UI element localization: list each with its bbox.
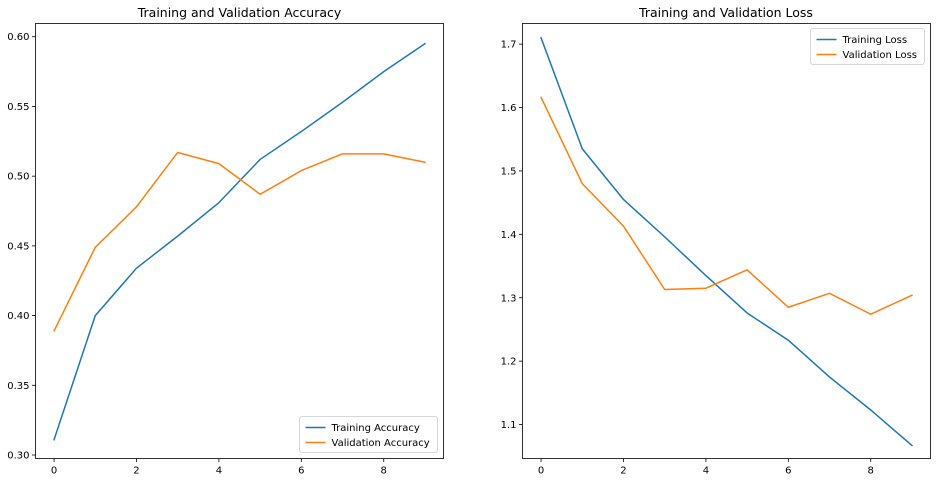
loss-x-tick-label: 6 (785, 466, 791, 477)
accuracy-legend-label: Training Accuracy (331, 423, 420, 434)
loss-series-line-training (540, 36, 914, 447)
loss-y-tick-label: 1.5 (501, 166, 517, 177)
accuracy-y-tick-label: 0.60 (7, 32, 29, 43)
accuracy-y-tick-label: 0.45 (7, 241, 29, 252)
accuracy-series-layer (53, 42, 426, 441)
loss-y-tick-label: 1.4 (501, 230, 517, 241)
accuracy-y-axis: 0.30 0.35 0.40 0.45 0.50 0.55 0.60 (7, 32, 36, 462)
accuracy-x-axis: 0 2 4 6 8 (51, 458, 387, 477)
accuracy-y-tick-label: 0.50 (7, 172, 29, 183)
accuracy-axes-frame (35, 23, 444, 459)
accuracy-y-tick-label: 0.35 (7, 381, 29, 392)
accuracy-x-tick-label: 2 (133, 466, 139, 477)
loss-x-tick-label: 4 (703, 466, 709, 477)
loss-y-tick-label: 1.1 (501, 420, 517, 431)
loss-legend: Training Loss Validation Loss (810, 28, 925, 65)
accuracy-y-tick-label: 0.30 (7, 451, 29, 462)
loss-legend-box (810, 28, 925, 65)
accuracy-series-line-validation (53, 151, 426, 332)
loss-y-tick-label: 1.7 (501, 40, 517, 51)
accuracy-subplot: Training and Validation Accuracy 0.300.3… (7, 5, 444, 477)
loss-x-tick-label: 0 (538, 466, 544, 477)
accuracy-x-tick-label: 0 (51, 466, 57, 477)
accuracy-legend-box (299, 416, 438, 453)
accuracy-legend-label: Validation Accuracy (332, 438, 430, 449)
accuracy-y-tick-label: 0.40 (7, 311, 29, 322)
accuracy-chart-title: Training and Validation Accuracy (137, 5, 342, 20)
loss-y-tick-label: 1.3 (501, 293, 517, 304)
loss-legend-label: Training Loss (842, 35, 908, 46)
accuracy-x-tick-label: 8 (381, 466, 387, 477)
loss-series-layer (540, 36, 914, 447)
loss-y-tick-label: 1.6 (501, 103, 517, 114)
accuracy-legend: Training Accuracy Validation Accuracy (299, 416, 438, 453)
loss-series-line-validation (540, 96, 913, 315)
loss-x-axis: 0 2 4 6 8 (538, 458, 874, 477)
loss-chart-title: Training and Validation Loss (638, 5, 813, 20)
loss-x-tick-label: 2 (620, 466, 626, 477)
loss-legend-label: Validation Loss (843, 50, 918, 61)
loss-y-tick-label: 1.2 (501, 357, 517, 368)
accuracy-y-tick-label: 0.55 (7, 102, 29, 113)
accuracy-series-line-training (53, 42, 426, 441)
accuracy-x-tick-label: 6 (298, 466, 304, 477)
accuracy-x-tick-label: 4 (216, 466, 222, 477)
loss-x-tick-label: 8 (868, 466, 874, 477)
loss-y-axis: 1.1 1.2 1.3 1.4 1.5 1.6 1.7 (501, 40, 523, 431)
loss-subplot: Training and Validation Loss 1.11.21.31.… (501, 5, 931, 477)
loss-axes-frame (522, 23, 931, 459)
